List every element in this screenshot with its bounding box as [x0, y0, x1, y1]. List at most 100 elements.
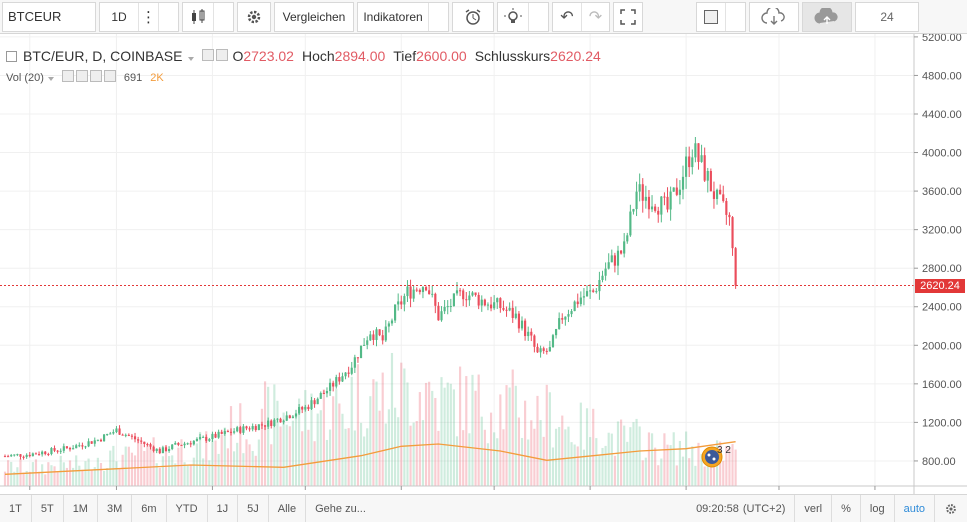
symbol-search-input[interactable]: BTCEUR — [2, 1, 96, 32]
cloud-download-icon[interactable] — [749, 1, 799, 32]
compare-button[interactable]: Vergleichen — [274, 1, 354, 32]
more-icon[interactable]: ⋮ — [138, 2, 158, 31]
candle-body — [654, 206, 657, 211]
volume-bar — [316, 413, 319, 486]
range-button-1m[interactable]: 1M — [62, 495, 97, 522]
chevron-down-icon[interactable] — [528, 2, 548, 31]
percent-toggle[interactable]: % — [831, 495, 860, 522]
volume-bar — [613, 455, 616, 486]
candle-body — [304, 406, 307, 410]
volume-bar — [25, 470, 28, 486]
candle-body — [121, 434, 124, 436]
candle-body — [530, 331, 533, 336]
chevron-down-icon[interactable] — [158, 2, 178, 31]
x-tick-label: Apr — [204, 493, 221, 494]
candle-body — [106, 434, 109, 436]
volume-settings-icons[interactable] — [61, 70, 118, 85]
redo-icon[interactable]: ↷ — [581, 2, 609, 31]
chevron-down-icon[interactable] — [725, 2, 745, 31]
candle-body — [585, 291, 589, 297]
interval-button[interactable]: 1D — [100, 3, 138, 31]
range-button-3m[interactable]: 3M — [96, 495, 131, 522]
chevron-down-icon[interactable] — [188, 48, 195, 64]
volume-bar — [397, 417, 400, 486]
alarm-clock-icon[interactable] — [452, 1, 494, 32]
undo-icon[interactable]: ↶ — [560, 8, 574, 26]
price-chart[interactable]: 800.00 1200.00 1600.00 2000.00 2400.00 2800.0… — [0, 34, 967, 494]
candle-body — [632, 209, 635, 212]
candle-body — [44, 451, 47, 454]
candle-body — [548, 347, 551, 352]
range-button-ytd[interactable]: YTD — [165, 495, 207, 522]
time-axis[interactable]: Feb Mrz Apr Mai Jun Jul Aug Sep Okt Nov — [0, 485, 967, 494]
volume-bar — [7, 460, 10, 486]
legend-settings-icons[interactable] — [202, 48, 230, 64]
square-icon[interactable] — [697, 3, 725, 31]
volume-bar — [400, 362, 403, 486]
candle-body — [381, 335, 384, 341]
volume-bar — [350, 376, 353, 486]
goto-button[interactable]: Gehe zu... — [305, 495, 375, 522]
candle-body — [397, 301, 400, 305]
candle-body — [229, 431, 233, 433]
chevron-down-icon[interactable] — [428, 2, 448, 31]
candlestick-icon[interactable] — [183, 3, 213, 31]
candle-body — [177, 442, 180, 445]
last-price-tag: 2620.24 — [915, 278, 965, 293]
candle-body — [536, 346, 539, 353]
settings-gear-icon[interactable] — [237, 1, 271, 32]
events-badge[interactable]: 3 2 — [700, 444, 736, 470]
range-button-6m[interactable]: 6m — [131, 495, 165, 522]
log-toggle[interactable]: log — [859, 495, 894, 522]
bottom-bar: 1T 5T 1M 3M 6m YTD 1J 5J Alle Gehe zu... 09:20:5… — [0, 494, 967, 522]
volume-bar — [468, 433, 471, 486]
volume-bar — [236, 442, 239, 486]
candle-body — [672, 187, 675, 192]
range-button-5t[interactable]: 5T — [30, 495, 63, 522]
candle-body — [366, 340, 369, 345]
symbol-label: BTCEUR — [8, 9, 62, 24]
candle-body — [16, 454, 19, 456]
candle-body — [341, 376, 344, 382]
clock[interactable]: 09:20:58 (UTC+2) — [687, 495, 794, 522]
range-button-5j[interactable]: 5J — [237, 495, 268, 522]
range-button-1t[interactable]: 1T — [9, 502, 22, 515]
volume-bar — [712, 450, 716, 486]
candle-body — [511, 307, 514, 318]
chevron-down-icon[interactable] — [213, 2, 233, 31]
indicators-group: Indikatoren — [357, 1, 449, 32]
lightbulb-icon[interactable] — [498, 3, 528, 31]
chevron-down-icon[interactable] — [47, 72, 54, 84]
chart-type-group — [182, 1, 234, 32]
collapse-icon[interactable] — [6, 50, 17, 62]
candle-body — [638, 184, 641, 192]
volume-bar — [161, 456, 164, 486]
scale-toggle[interactable]: verl — [794, 495, 831, 522]
candle-body — [403, 296, 406, 305]
candle-body — [483, 299, 486, 306]
candle-body — [496, 298, 499, 303]
layout-count-button[interactable]: 24 — [855, 1, 919, 32]
candle-body — [657, 210, 660, 215]
range-button-1j[interactable]: 1J — [206, 495, 238, 522]
candle-body — [124, 434, 127, 436]
fullscreen-icon[interactable] — [613, 1, 643, 32]
chart-settings-icon[interactable] — [934, 495, 967, 522]
candle-body — [285, 415, 288, 421]
y-tick-label: 4800.00 — [922, 70, 962, 82]
price-axis[interactable]: 800.00 1200.00 1600.00 2000.00 2400.00 2800.0… — [913, 34, 967, 494]
candle-body — [428, 290, 431, 295]
candle-body — [273, 419, 276, 426]
volume-bar — [294, 413, 298, 486]
candle-body — [267, 420, 270, 427]
candle-body — [112, 432, 115, 434]
auto-toggle[interactable]: auto — [893, 495, 934, 522]
volume-bar — [183, 462, 186, 486]
range-button-alle[interactable]: Alle — [267, 495, 305, 522]
candle-body — [220, 431, 223, 434]
indicators-label: Indikatoren — [363, 9, 423, 24]
volume-bar — [446, 382, 449, 486]
candle-body — [641, 184, 644, 201]
cloud-upload-icon[interactable] — [802, 1, 852, 32]
indicators-button[interactable]: Indikatoren — [358, 3, 428, 31]
